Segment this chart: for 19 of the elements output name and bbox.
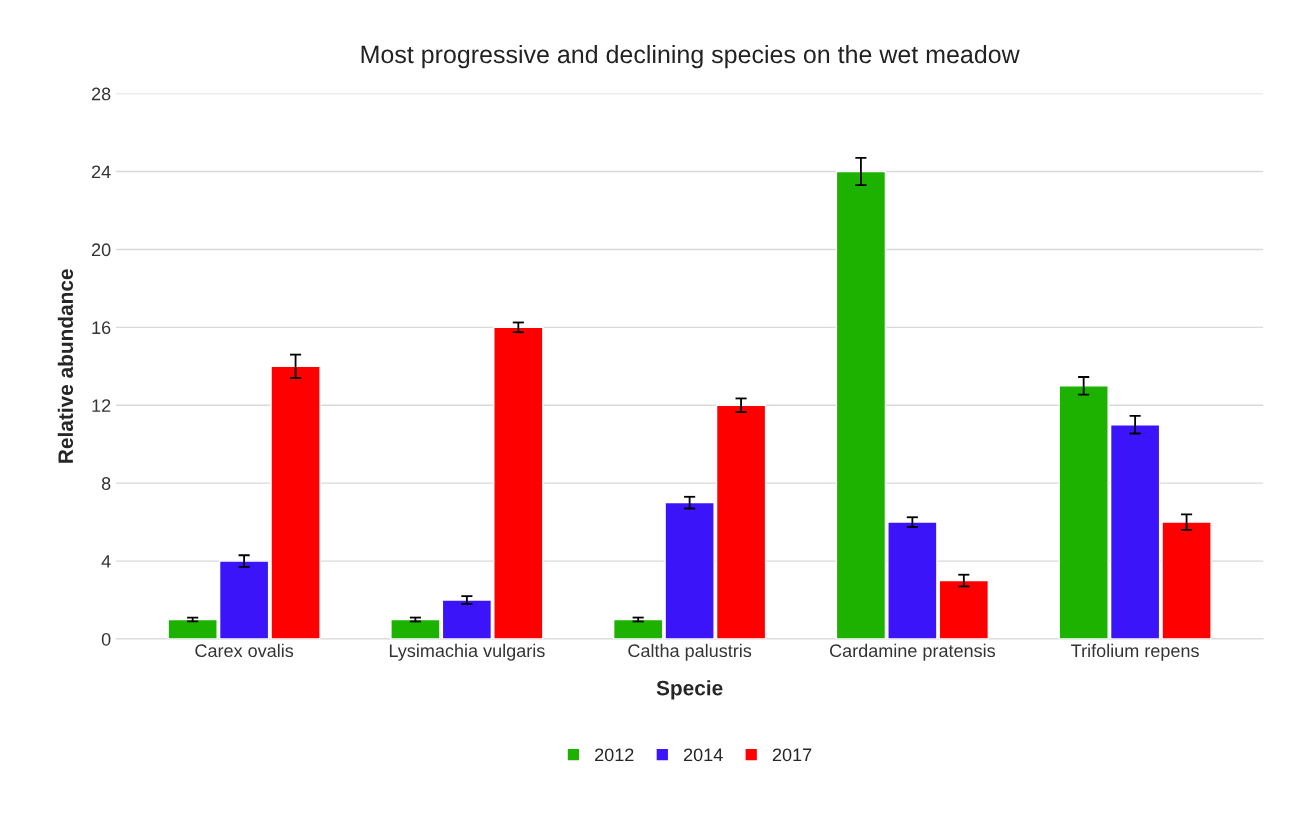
y-tick-label: 0 (101, 632, 111, 646)
x-tick-label: Caltha palustris (628, 643, 752, 661)
y-tick-label: 16 (92, 321, 111, 335)
legend-label: 2014 (683, 748, 723, 762)
y-tick-label: 8 (101, 477, 111, 490)
x-axis-title: Specie (656, 680, 723, 700)
x-tick-label: Carex ovalis (195, 643, 294, 658)
legend-label: 2017 (772, 748, 812, 762)
x-tick-label: Cardamine pratensis (829, 643, 996, 661)
y-axis-title: Relative abundance (57, 269, 74, 463)
y-tick-label: 28 (91, 87, 111, 101)
x-tick-label: Trifolium repens (1071, 643, 1199, 661)
y-tick-label: 12 (92, 399, 111, 412)
y-tick-label: 24 (91, 165, 111, 179)
y-tick-label: 4 (101, 555, 111, 568)
x-tick-label: Lysimachia vulgaris (389, 643, 545, 661)
legend-label: 2012 (595, 748, 634, 762)
chart-title: Most progressive and declining species on the wet meadow (361, 44, 1020, 69)
y-tick-label: 20 (91, 243, 111, 257)
